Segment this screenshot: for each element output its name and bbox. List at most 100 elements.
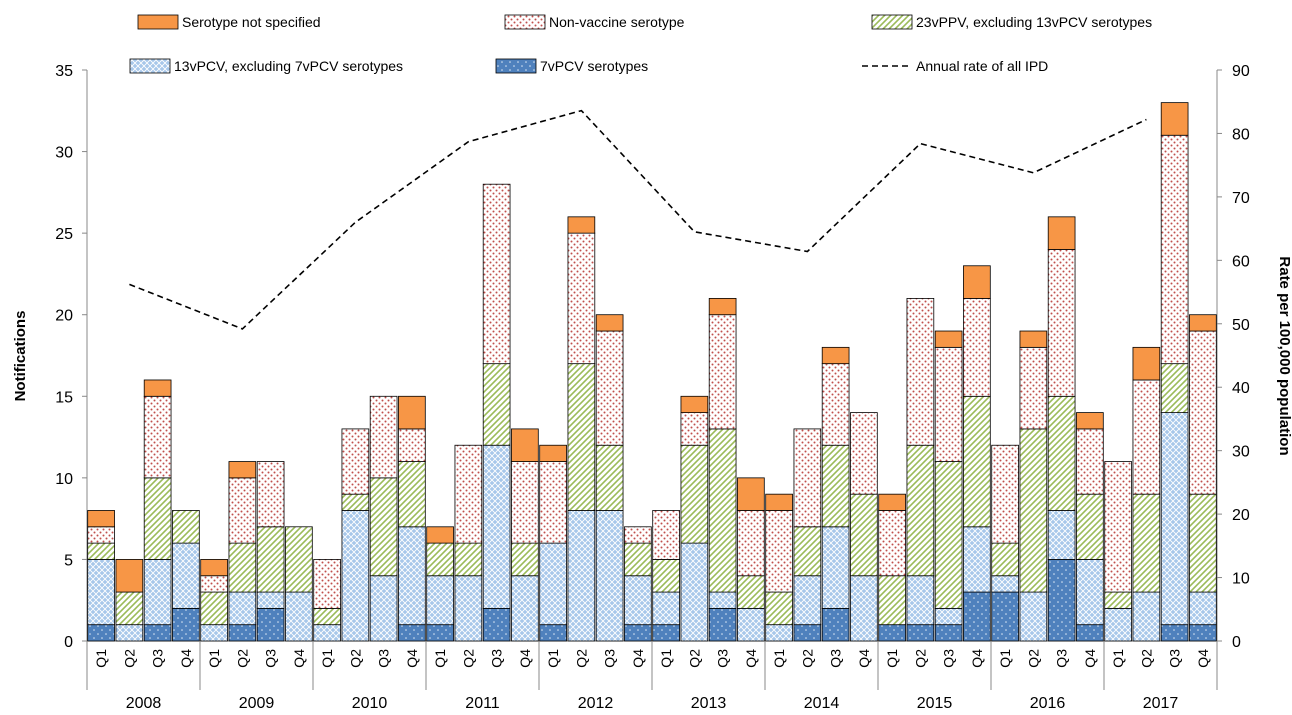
bar-segment-7vpcv [87, 624, 115, 642]
bar-segment-13vpcv [765, 624, 793, 642]
y2-axis-title: Rate per 100,000 population [1276, 256, 1292, 455]
bar-segment-7vpcv [624, 624, 652, 642]
x-quarter-label: Q2 [1025, 649, 1041, 668]
bar-segment-23vppv [850, 493, 878, 577]
y2-tick-label: 30 [1232, 444, 1250, 461]
bar-segment-non-vaccine [680, 412, 709, 446]
bar-segment-13vpcv [313, 624, 341, 642]
legend-label-7vpcv: 7vPCV serotypes [540, 58, 648, 74]
bar-segment-not-specified [143, 379, 172, 397]
legend-item-7vpcv: 7vPCV serotypes [495, 58, 648, 74]
bar-segment-23vppv [143, 477, 172, 560]
x-quarter-label: Q1 [319, 649, 335, 668]
bar-segment-23vppv [934, 461, 963, 609]
x-quarter-label: Q1 [93, 649, 109, 668]
x-year-label: 2012 [578, 695, 614, 712]
bar-segment-non-vaccine [454, 444, 483, 544]
x-quarter-label: Q1 [884, 649, 900, 668]
bar-segment-non-vaccine [991, 444, 1019, 544]
bar-segment-not-specified [1160, 102, 1189, 136]
bar-segment-13vpcv [850, 575, 878, 642]
bar-segment-23vppv [1076, 493, 1104, 560]
legend-swatch-not-specified [137, 14, 179, 30]
legend-swatch-13vpcv [129, 58, 171, 74]
bar-segment-non-vaccine [737, 510, 765, 577]
bar-segment-7vpcv [963, 591, 991, 642]
bar-segment-13vpcv [200, 624, 228, 642]
bar-segment-non-vaccine [256, 461, 285, 528]
legend-item-annual-rate: Annual rate of all IPD [862, 58, 1048, 74]
bar-segment-not-specified [115, 559, 144, 593]
bar-segment-13vpcv [1076, 559, 1104, 626]
bar-segment-23vppv [1104, 591, 1132, 609]
x-quarter-label: Q3 [715, 649, 731, 668]
bar-segment-not-specified [680, 395, 709, 413]
bar-segment-23vppv [256, 526, 285, 593]
x-quarter-label: Q1 [997, 649, 1013, 668]
bar-segment-23vppv [482, 363, 511, 446]
bar-segment-23vppv [115, 591, 144, 626]
x-quarter-label: Q3 [941, 649, 957, 668]
bar-segment-not-specified [87, 510, 115, 528]
bar-segment-7vpcv [539, 624, 567, 642]
bar-segment-7vpcv [482, 607, 511, 642]
x-year-label: 2015 [917, 695, 953, 712]
x-year-label: 2014 [804, 695, 840, 712]
bar-segment-7vpcv [1047, 559, 1076, 642]
bar-segment-7vpcv [652, 624, 680, 642]
bar-segment-23vppv [398, 461, 426, 528]
bar-segment-non-vaccine [1189, 330, 1217, 495]
bar-segment-13vpcv [708, 591, 737, 609]
bar-segment-not-specified [737, 477, 765, 511]
bar-segment-non-vaccine [369, 395, 398, 479]
bar-segment-non-vaccine [934, 346, 963, 462]
bar-segment-13vpcv [595, 510, 624, 642]
x-quarter-label: Q2 [234, 649, 250, 668]
bar-segment-non-vaccine [1047, 249, 1076, 397]
bar-segment-7vpcv [991, 591, 1019, 642]
bar-segment-23vppv [878, 575, 906, 626]
bar-segment-non-vaccine [1076, 428, 1104, 495]
y2-tick-label: 0 [1232, 634, 1241, 651]
legend-label-13vpcv: 13vPCV, excluding 7vPCV serotypes [174, 58, 403, 74]
bar-segment-23vppv [1189, 493, 1217, 593]
bar-segment-13vpcv [285, 591, 313, 642]
y2-tick-label: 70 [1232, 190, 1250, 207]
x-quarter-label: Q1 [432, 649, 448, 668]
bar-segment-non-vaccine [398, 428, 426, 462]
x-quarter-label: Q1 [545, 649, 561, 668]
legend-item-23vppv: 23vPPV, excluding 13vPCV serotypes [871, 14, 1152, 30]
bar-segment-13vpcv [426, 575, 454, 626]
x-quarter-label: Q3 [489, 649, 505, 668]
x-quarter-label: Q1 [658, 649, 674, 668]
bar-segment-23vppv [87, 542, 115, 560]
bar-segment-7vpcv [1076, 624, 1104, 642]
bar-segment-not-specified [1019, 330, 1048, 348]
x-quarter-label: Q3 [1167, 649, 1183, 668]
x-quarter-label: Q2 [460, 649, 476, 668]
bar-segment-non-vaccine [200, 575, 228, 593]
legend-label-annual-rate: Annual rate of all IPD [916, 58, 1048, 74]
y-tick-label: 30 [55, 145, 73, 162]
bar-segment-23vppv [793, 526, 822, 577]
bar-segment-non-vaccine [624, 526, 652, 544]
bar-segment-23vppv [341, 493, 370, 511]
bar-segment-23vppv [511, 542, 539, 577]
bar-segment-13vpcv [115, 624, 144, 642]
x-quarter-label: Q3 [828, 649, 844, 668]
x-quarter-label: Q4 [856, 649, 872, 668]
bar-segment-13vpcv [906, 575, 935, 626]
bar-segment-13vpcv [1189, 591, 1217, 626]
bar-segment-non-vaccine [850, 412, 878, 495]
x-quarter-label: Q4 [630, 649, 646, 668]
x-quarter-label: Q4 [291, 649, 307, 668]
x-year-label: 2009 [239, 695, 275, 712]
bar-segment-23vppv [313, 607, 341, 626]
y2-tick-label: 80 [1232, 126, 1250, 143]
bar-segment-non-vaccine [595, 330, 624, 446]
legend-swatch-23vppv [871, 14, 913, 30]
x-quarter-label: Q3 [150, 649, 166, 668]
bar-segment-not-specified [567, 216, 596, 234]
bar-segment-13vpcv [172, 542, 200, 609]
bar-segment-23vppv [624, 542, 652, 577]
